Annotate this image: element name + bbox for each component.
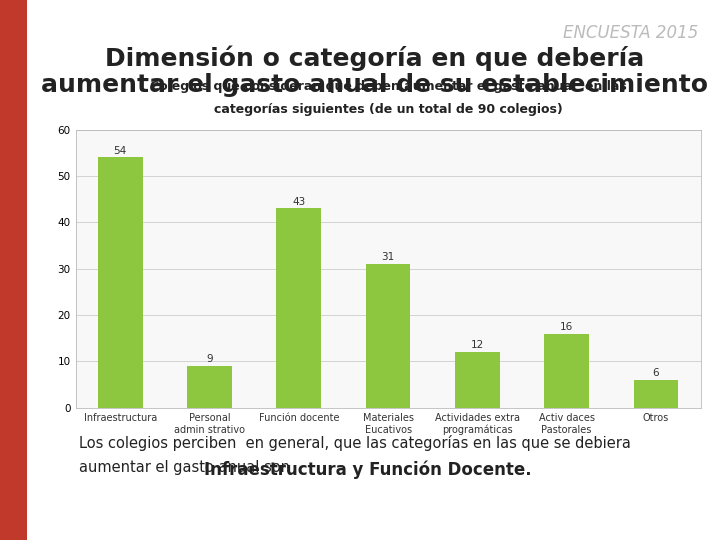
Text: Infraestructura y Función Docente.: Infraestructura y Función Docente. (204, 460, 532, 478)
Text: aumentar el gasto anual de su establecimiento: aumentar el gasto anual de su establecim… (41, 73, 708, 97)
Bar (98, 157, 143, 408)
Text: 43: 43 (292, 197, 305, 206)
Text: 16: 16 (560, 322, 573, 332)
Bar (366, 264, 410, 408)
Text: aumentar el gasto anual son: aumentar el gasto anual son (79, 460, 294, 475)
Text: 6: 6 (652, 368, 660, 378)
Text: ENCUESTA 2015: ENCUESTA 2015 (563, 24, 698, 42)
Bar (634, 380, 678, 408)
Text: 12: 12 (471, 340, 484, 350)
Bar (544, 334, 589, 408)
Bar (187, 366, 232, 408)
Bar (276, 208, 321, 408)
Text: 31: 31 (382, 252, 395, 262)
Text: Colegios que consideran que deben aumentar el gasto anual  en las: Colegios que consideran que deben aument… (150, 80, 626, 93)
Text: Los colegios perciben  en general, que las categorías en las que se debiera: Los colegios perciben en general, que la… (79, 435, 631, 451)
Text: Dimensión o categoría en que debería: Dimensión o categoría en que debería (105, 46, 644, 71)
Text: categorías siguientes (de un total de 90 colegios): categorías siguientes (de un total de 90… (214, 103, 562, 116)
Text: 54: 54 (114, 146, 127, 156)
Bar (455, 352, 500, 408)
Text: 9: 9 (206, 354, 213, 364)
